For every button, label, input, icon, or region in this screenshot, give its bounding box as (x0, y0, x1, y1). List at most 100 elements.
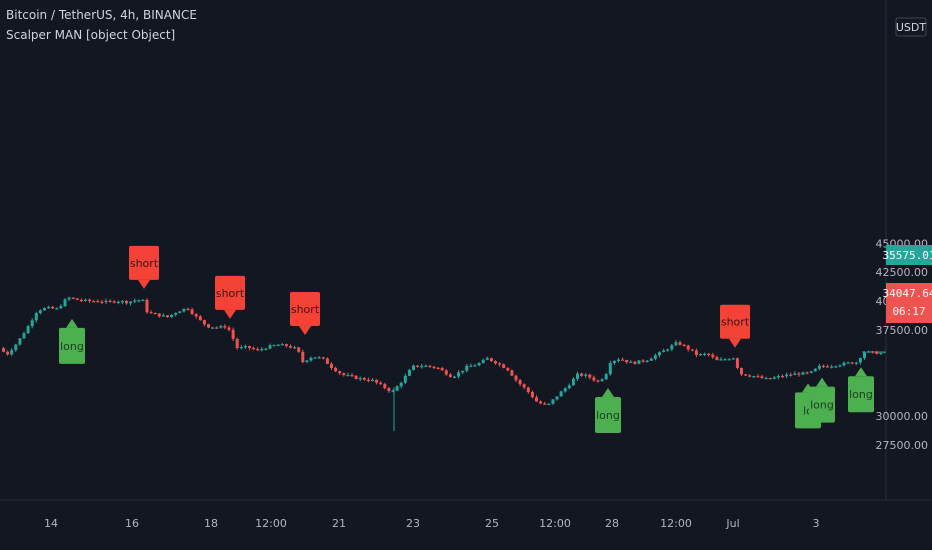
candle-body (551, 399, 555, 404)
candle-body (47, 306, 51, 309)
candle-body (621, 359, 625, 361)
candle-body (535, 397, 538, 402)
candle-body (481, 359, 485, 364)
candle-body (465, 365, 469, 371)
candle-body (371, 379, 374, 382)
candle-body (756, 376, 760, 378)
candle-body (75, 298, 79, 300)
candle-body (502, 364, 506, 368)
short-signal-box (720, 304, 750, 339)
candle-body (637, 360, 641, 364)
candle-body (785, 374, 789, 377)
candle-body (776, 376, 780, 378)
candle-body (580, 373, 584, 376)
long-signal-box (848, 376, 874, 413)
candle-body (485, 358, 489, 360)
candle-body (830, 366, 834, 368)
candle-body (375, 379, 379, 383)
short-signal-label: short (721, 316, 750, 329)
candle-body (440, 368, 444, 371)
time-tick-label: 16 (125, 517, 139, 530)
candle-body (801, 372, 805, 375)
candle-body (43, 308, 46, 311)
long-signal-box (59, 327, 85, 364)
candle-body (834, 366, 838, 368)
candle-body (789, 374, 793, 376)
short-signal: short (290, 292, 320, 336)
candle-body (26, 326, 30, 334)
candle-body (699, 354, 702, 356)
price-tick-label: 37500.00 (876, 324, 929, 337)
candle-body (453, 376, 456, 378)
candle-body (120, 300, 124, 303)
candle-body (678, 342, 682, 345)
candle-body (596, 380, 600, 382)
candle-body (514, 375, 518, 381)
candle-body (612, 360, 616, 364)
candle-body (256, 349, 260, 351)
candle-body (588, 374, 592, 378)
candle-body (735, 358, 739, 368)
long-signal: long (59, 318, 85, 364)
short-signal-label: short (291, 303, 320, 316)
currency-badge[interactable]: USDT (895, 17, 927, 37)
candle-body (223, 326, 227, 328)
long-signal-pointer (855, 367, 867, 377)
candle-body (645, 360, 649, 362)
candle-body (543, 403, 547, 405)
candle-body (79, 299, 83, 302)
candle-body (407, 369, 411, 376)
candle-body (670, 345, 674, 350)
candle-body (100, 301, 104, 303)
last-price-badge-box (886, 245, 932, 265)
candle-body (740, 367, 743, 375)
secondary-price-text: 34047.64 (883, 287, 932, 300)
price-tick-label: 42500.00 (876, 266, 929, 279)
candle-body (383, 384, 387, 389)
candle-body (313, 357, 317, 359)
candle-body (51, 306, 55, 309)
candle-body (6, 351, 10, 355)
candle-body (498, 363, 502, 365)
candle-body (305, 360, 309, 363)
candle-body (252, 347, 256, 350)
candle-body (153, 312, 157, 315)
candle-body (477, 363, 481, 366)
short-signal: short (720, 304, 750, 348)
candle-body (457, 372, 461, 377)
candle-body (207, 324, 210, 328)
candle-body (215, 327, 219, 329)
long-signal: long (595, 387, 621, 433)
time-tick-label: 21 (332, 517, 346, 530)
price-tick-label: 27500.00 (876, 439, 929, 452)
long-signal: long (809, 377, 835, 423)
candle-body (768, 377, 772, 380)
candle-body (723, 359, 727, 361)
candle-body (883, 351, 887, 353)
time-axis[interactable]: 14 16 18 12:00 21 23 25 12:00 28 12:00 Jul 3 (44, 517, 820, 530)
short-signal-pointer (729, 338, 741, 348)
candle-body (809, 371, 813, 373)
time-tick-label: 28 (605, 517, 619, 530)
candle-body (108, 300, 112, 303)
currency-badge-text: USDT (896, 21, 927, 34)
candle-body (797, 373, 801, 375)
candle-body (149, 312, 153, 314)
last-price-text: 35575.01 (883, 249, 932, 262)
short-signal-pointer (224, 309, 236, 319)
candle-body (92, 301, 96, 303)
currency-badge-box (895, 17, 927, 37)
candle-body (399, 382, 403, 387)
candle-body (649, 358, 653, 361)
candle-body (412, 365, 415, 370)
candle-body (658, 352, 661, 356)
candle-body (822, 365, 825, 367)
candle-body (731, 358, 735, 360)
short-signal-box (215, 275, 245, 310)
candle-body (424, 365, 428, 367)
candle-body (510, 370, 514, 376)
candle-body (682, 344, 686, 346)
candle-body (420, 365, 424, 368)
